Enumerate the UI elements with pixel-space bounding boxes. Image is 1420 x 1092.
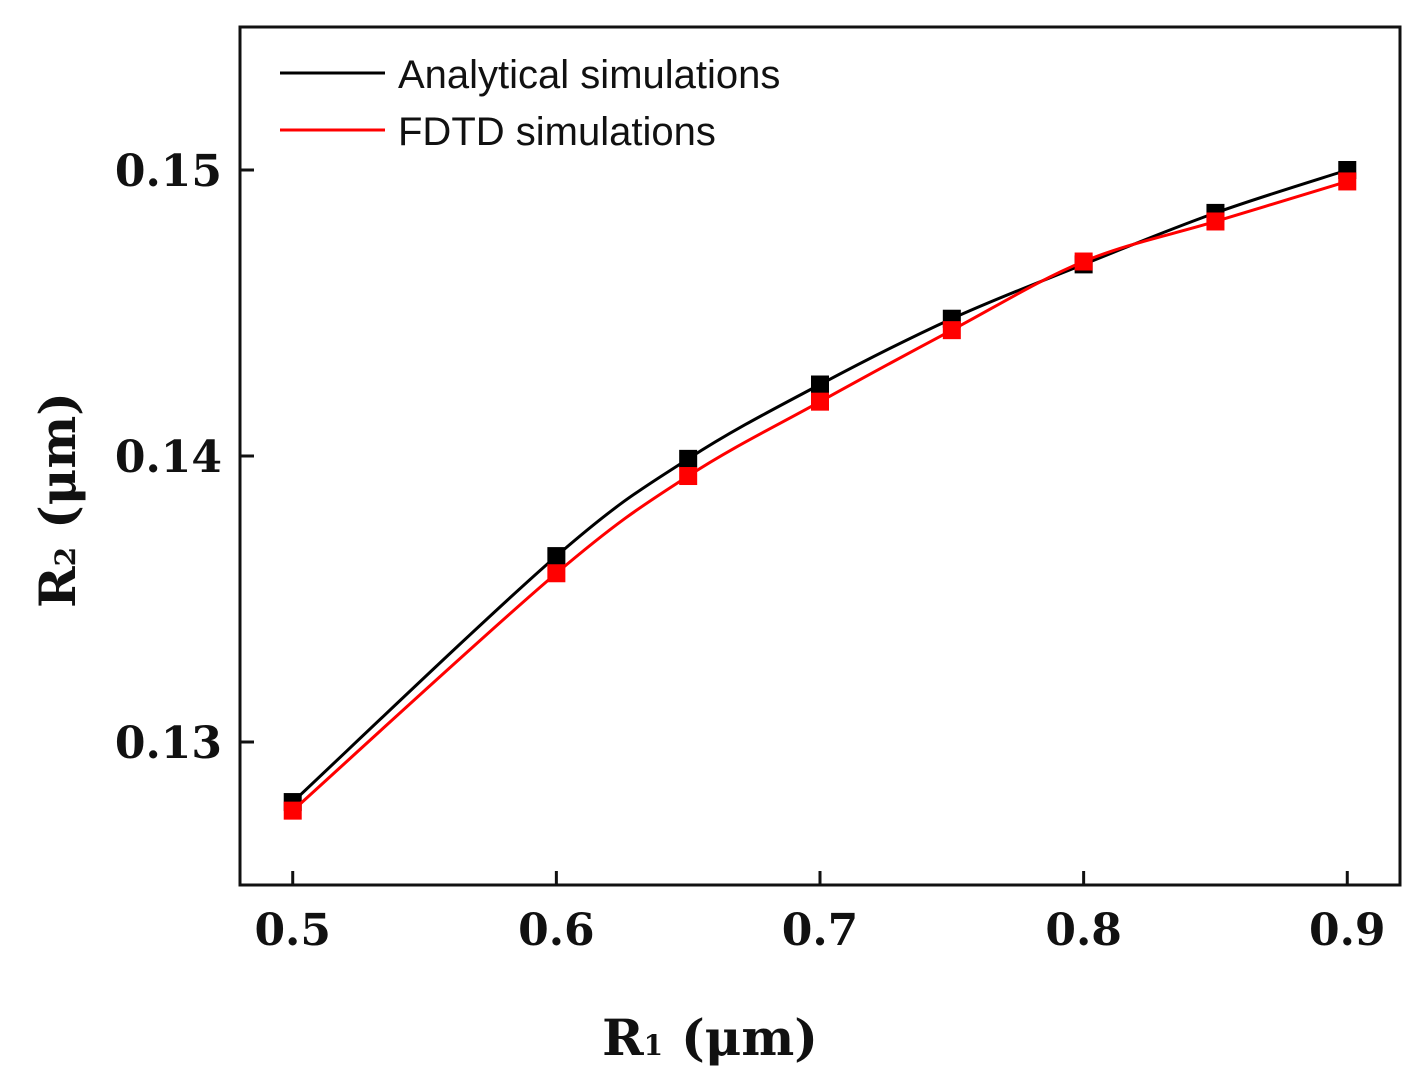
point-fdtd-6 [1206,212,1225,231]
series-line-fdtd [291,180,1348,812]
point-fdtd-5 [1074,252,1093,271]
point-analytical-2 [679,449,698,468]
y-tick-label-2: 0.15 [115,146,222,197]
series-layer [283,161,1357,820]
x-axis-title-unit: (μm) [681,1008,818,1067]
x-axis-title-main: R [602,1008,644,1067]
point-analytical-3 [811,375,829,394]
y-tick-label-0: 0.13 [115,718,222,769]
point-fdtd-4 [942,321,961,340]
plot-area-frame [238,25,1402,887]
x-tick-label-2: 0.7 [782,905,859,956]
axis-ticks: 0.5 0.6 0.7 0.8 0.9 0.13 0.14 0.15 [115,146,1386,956]
series-fdtd [283,172,1357,820]
legend: Analytical simulations FDTD simulations [280,53,780,154]
y-axis-title-sub: 2 [49,547,82,566]
y-axis-title-unit: (μm) [28,392,87,529]
x-tick-label-1: 0.6 [518,905,595,956]
legend-label-fdtd: FDTD simulations [398,110,716,154]
y-axis-title-main: R [28,566,87,608]
x-axis-title-sub: 1 [644,1029,663,1062]
x-tick-label-3: 0.8 [1045,905,1122,956]
point-fdtd-0 [283,801,302,820]
series-line-analytical [291,168,1348,804]
point-fdtd-3 [811,392,829,411]
legend-label-analytical: Analytical simulations [398,53,780,97]
point-fdtd-2 [679,467,698,486]
x-tick-label-4: 0.9 [1309,905,1386,956]
x-axis-title: R1 (μm) [602,1008,818,1067]
point-fdtd-1 [547,564,566,583]
y-axis-title: R2 (μm) [28,392,87,608]
y-tick-label-1: 0.14 [115,432,222,483]
point-fdtd-7 [1338,172,1357,191]
series-analytical [283,161,1357,812]
point-analytical-1 [547,547,566,566]
x-tick-label-0: 0.5 [254,905,331,956]
